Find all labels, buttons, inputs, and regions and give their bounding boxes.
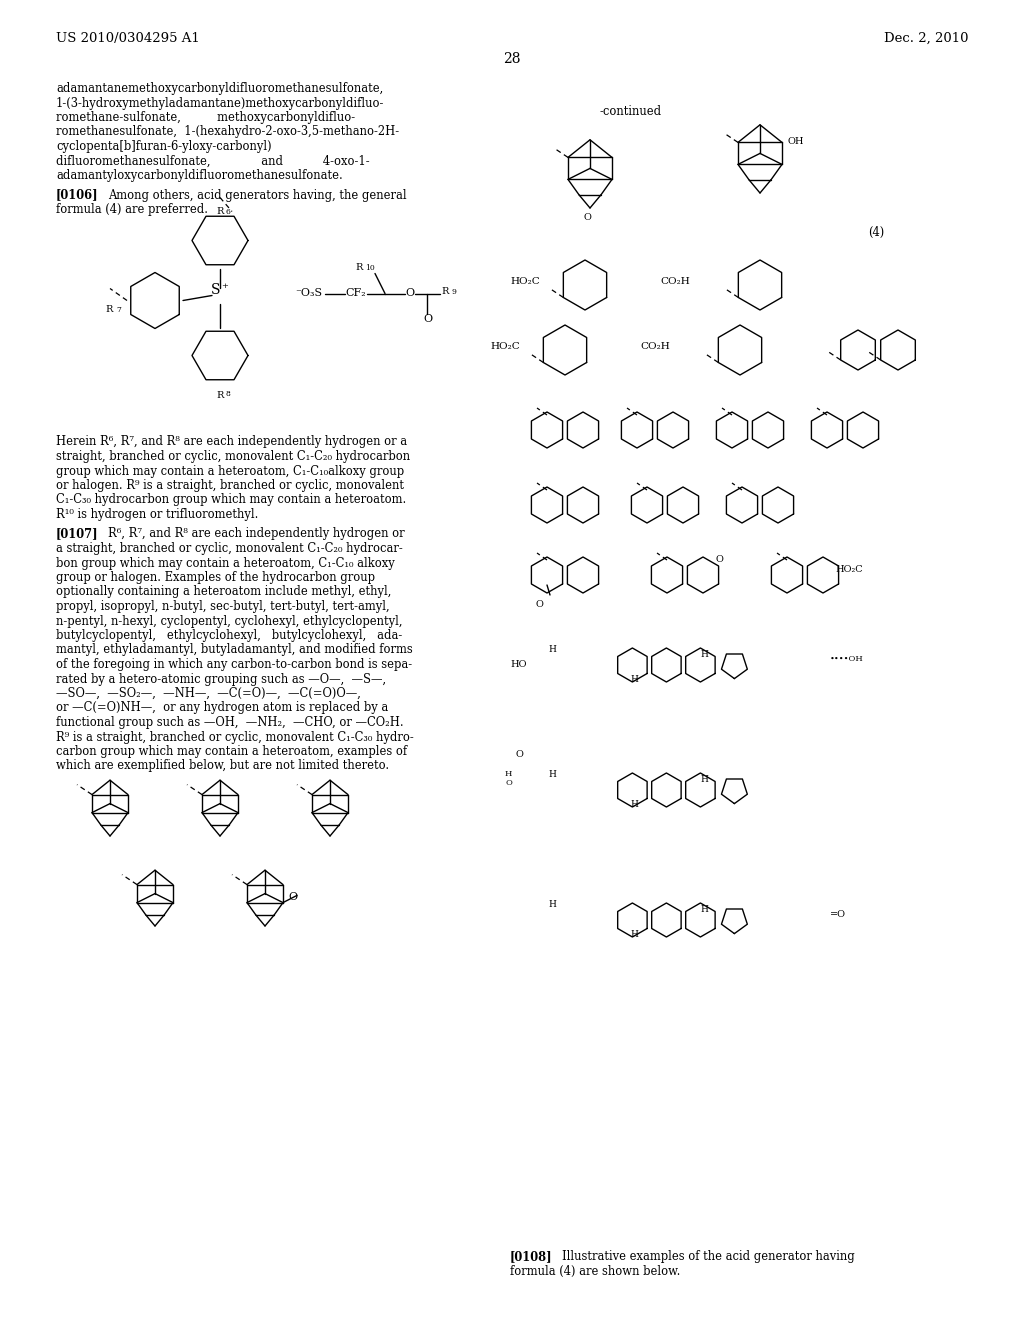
Text: difluoromethanesulfonate,              and           4-oxo-1-: difluoromethanesulfonate, and 4-oxo-1- bbox=[56, 154, 370, 168]
Text: =O: =O bbox=[830, 909, 846, 919]
Text: CO₂H: CO₂H bbox=[640, 342, 670, 351]
Text: H: H bbox=[700, 649, 708, 659]
Text: ⁻O₃S: ⁻O₃S bbox=[295, 288, 323, 297]
Text: HO₂C: HO₂C bbox=[490, 342, 520, 351]
Text: bon group which may contain a heteroatom, C₁-C₁₀ alkoxy: bon group which may contain a heteroatom… bbox=[56, 557, 394, 569]
Text: propyl, isopropyl, n-butyl, sec-butyl, tert-butyl, tert-amyl,: propyl, isopropyl, n-butyl, sec-butyl, t… bbox=[56, 601, 389, 612]
Text: OH: OH bbox=[787, 137, 804, 147]
Text: (4): (4) bbox=[868, 226, 885, 239]
Text: Illustrative examples of the acid generator having: Illustrative examples of the acid genera… bbox=[562, 1250, 855, 1263]
Text: H: H bbox=[630, 675, 638, 684]
Text: 8: 8 bbox=[226, 391, 230, 399]
Text: O: O bbox=[715, 554, 723, 564]
Text: carbon group which may contain a heteroatom, examples of: carbon group which may contain a heteroa… bbox=[56, 744, 408, 758]
Text: romethane-sulfonate,          methoxycarbonyldifluo-: romethane-sulfonate, methoxycarbonyldifl… bbox=[56, 111, 355, 124]
Text: ••••OH: ••••OH bbox=[830, 655, 864, 663]
Text: -continued: -continued bbox=[600, 106, 663, 117]
Text: which are exemplified below, but are not limited thereto.: which are exemplified below, but are not… bbox=[56, 759, 389, 772]
Text: O: O bbox=[406, 288, 414, 297]
Text: R: R bbox=[441, 288, 449, 297]
Text: butylcyclopentyl,   ethylcyclohexyl,   butylcyclohexyl,   ada-: butylcyclopentyl, ethylcyclohexyl, butyl… bbox=[56, 630, 402, 642]
Text: O: O bbox=[288, 892, 297, 902]
Text: HO₂C: HO₂C bbox=[835, 565, 862, 574]
Text: R⁹ is a straight, branched or cyclic, monovalent C₁-C₃₀ hydro-: R⁹ is a straight, branched or cyclic, mo… bbox=[56, 730, 414, 743]
Text: Among others, acid generators having, the general: Among others, acid generators having, th… bbox=[108, 189, 407, 202]
Text: C₁-C₃₀ hydrocarbon group which may contain a heteroatom.: C₁-C₃₀ hydrocarbon group which may conta… bbox=[56, 494, 407, 507]
Text: H: H bbox=[700, 906, 708, 913]
Text: R⁶, R⁷, and R⁸ are each independently hydrogen or: R⁶, R⁷, and R⁸ are each independently hy… bbox=[108, 528, 404, 540]
Text: or —C(=O)NH—,  or any hydrogen atom is replaced by a: or —C(=O)NH—, or any hydrogen atom is re… bbox=[56, 701, 388, 714]
Text: cyclopenta[b]furan-6-yloxy-carbonyl): cyclopenta[b]furan-6-yloxy-carbonyl) bbox=[56, 140, 271, 153]
Text: R: R bbox=[216, 391, 223, 400]
Text: 1-(3-hydroxymethyladamantane)methoxycarbonyldifluo-: 1-(3-hydroxymethyladamantane)methoxycarb… bbox=[56, 96, 384, 110]
Text: +: + bbox=[221, 281, 228, 289]
Text: optionally containing a heteroatom include methyl, ethyl,: optionally containing a heteroatom inclu… bbox=[56, 586, 391, 598]
Text: 6: 6 bbox=[226, 207, 230, 215]
Text: 10: 10 bbox=[365, 264, 375, 272]
Text: 28: 28 bbox=[503, 51, 521, 66]
Text: O: O bbox=[535, 601, 543, 609]
Text: functional group such as —OH,  —NH₂,  —CHO, or —CO₂H.: functional group such as —OH, —NH₂, —CHO… bbox=[56, 715, 403, 729]
Text: H: H bbox=[548, 770, 556, 779]
Text: adamantanemethoxycarbonyldifluoromethanesulfonate,: adamantanemethoxycarbonyldifluoromethane… bbox=[56, 82, 383, 95]
Text: group which may contain a heteroatom, C₁-C₁₀alkoxy group: group which may contain a heteroatom, C₁… bbox=[56, 465, 404, 478]
Text: romethanesulfonate,  1-(hexahydro-2-oxo-3,5-methano-2H-: romethanesulfonate, 1-(hexahydro-2-oxo-3… bbox=[56, 125, 399, 139]
Text: H
O: H O bbox=[505, 770, 512, 787]
Text: R: R bbox=[355, 264, 362, 272]
Text: adamantyloxycarbonyldifluoromethanesulfonate.: adamantyloxycarbonyldifluoromethanesulfo… bbox=[56, 169, 343, 182]
Text: H: H bbox=[630, 800, 638, 809]
Text: [0107]: [0107] bbox=[56, 528, 98, 540]
Text: or halogen. R⁹ is a straight, branched or cyclic, monovalent: or halogen. R⁹ is a straight, branched o… bbox=[56, 479, 404, 492]
Text: mantyl, ethyladamantyl, butyladamantyl, and modified forms: mantyl, ethyladamantyl, butyladamantyl, … bbox=[56, 644, 413, 656]
Text: 7: 7 bbox=[116, 305, 121, 314]
Text: —SO—,  —SO₂—,  —NH—,  —C(=O)—,  —C(=O)O—,: —SO—, —SO₂—, —NH—, —C(=O)—, —C(=O)O—, bbox=[56, 686, 360, 700]
Text: R¹⁰ is hydrogen or trifluoromethyl.: R¹⁰ is hydrogen or trifluoromethyl. bbox=[56, 508, 258, 521]
Text: a straight, branched or cyclic, monovalent C₁-C₂₀ hydrocar-: a straight, branched or cyclic, monovale… bbox=[56, 543, 402, 554]
Text: formula (4) are preferred.: formula (4) are preferred. bbox=[56, 203, 208, 216]
Text: S: S bbox=[211, 282, 221, 297]
Text: HO: HO bbox=[510, 660, 526, 669]
Text: Dec. 2, 2010: Dec. 2, 2010 bbox=[884, 32, 968, 45]
Text: O: O bbox=[423, 314, 432, 323]
Text: H: H bbox=[548, 900, 556, 909]
Text: of the foregoing in which any carbon-to-carbon bond is sepa-: of the foregoing in which any carbon-to-… bbox=[56, 657, 412, 671]
Text: n-pentyl, n-hexyl, cyclopentyl, cyclohexyl, ethylcyclopentyl,: n-pentyl, n-hexyl, cyclopentyl, cyclohex… bbox=[56, 615, 402, 627]
Text: [0108]: [0108] bbox=[510, 1250, 553, 1263]
Text: H: H bbox=[548, 645, 556, 653]
Text: H: H bbox=[700, 775, 708, 784]
Text: CO₂H: CO₂H bbox=[660, 277, 690, 286]
Text: HO₂C: HO₂C bbox=[510, 277, 540, 286]
Text: H: H bbox=[630, 931, 638, 939]
Text: R: R bbox=[105, 305, 113, 314]
Text: CF₂: CF₂ bbox=[345, 288, 366, 297]
Text: O: O bbox=[584, 213, 592, 222]
Text: formula (4) are shown below.: formula (4) are shown below. bbox=[510, 1265, 680, 1278]
Text: straight, branched or cyclic, monovalent C₁-C₂₀ hydrocarbon: straight, branched or cyclic, monovalent… bbox=[56, 450, 411, 463]
Text: O: O bbox=[515, 750, 523, 759]
Text: [0106]: [0106] bbox=[56, 189, 98, 202]
Text: Herein R⁶, R⁷, and R⁸ are each independently hydrogen or a: Herein R⁶, R⁷, and R⁸ are each independe… bbox=[56, 436, 408, 449]
Text: US 2010/0304295 A1: US 2010/0304295 A1 bbox=[56, 32, 200, 45]
Text: group or halogen. Examples of the hydrocarbon group: group or halogen. Examples of the hydroc… bbox=[56, 572, 375, 583]
Text: 9: 9 bbox=[451, 288, 456, 296]
Text: R: R bbox=[216, 207, 223, 216]
Text: rated by a hetero-atomic grouping such as —O—,  —S—,: rated by a hetero-atomic grouping such a… bbox=[56, 672, 386, 685]
